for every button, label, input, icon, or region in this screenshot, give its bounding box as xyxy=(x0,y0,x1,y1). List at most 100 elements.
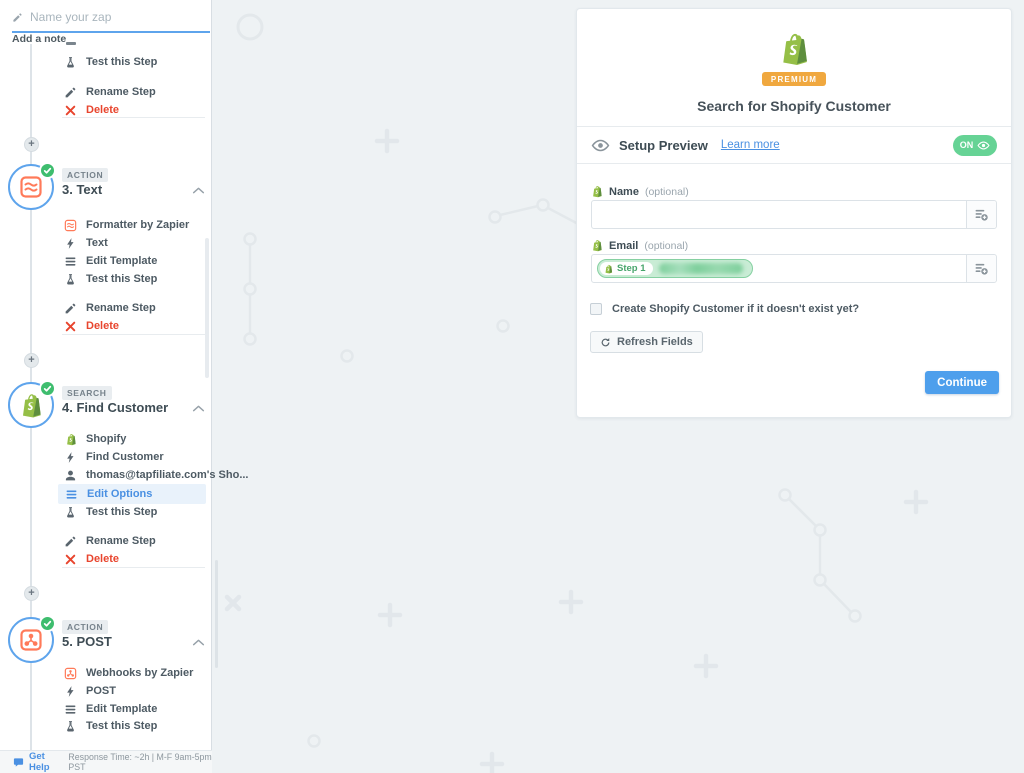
delete-x-icon xyxy=(64,320,77,333)
get-help-link[interactable]: Get Help xyxy=(29,751,50,773)
person-icon xyxy=(64,469,77,482)
lines-icon xyxy=(64,255,77,268)
setup-preview-bar: Setup Preview Learn more ON xyxy=(577,126,1011,164)
step-success-badge xyxy=(39,615,56,632)
pencil-icon xyxy=(64,86,77,99)
step-1-email-token[interactable]: Step 1 xyxy=(597,259,753,278)
shopify-bag-icon xyxy=(591,239,603,252)
menu-item-action[interactable]: Find Customer xyxy=(64,448,164,466)
bolt-icon xyxy=(64,237,77,250)
help-bar: Get Help Response Time: ~2h | M-F 9am-5p… xyxy=(0,750,212,773)
name-field-label: Name (optional) xyxy=(591,185,689,198)
menu-item-action[interactable]: POST xyxy=(64,682,116,700)
flask-icon xyxy=(64,273,77,286)
chevron-up-icon[interactable] xyxy=(192,638,205,647)
step-3-title: 3. Text xyxy=(62,182,103,197)
step-type-badge: SEARCH xyxy=(62,386,112,400)
panel-header: PREMIUM Search for Shopify Customer xyxy=(577,9,1011,114)
step-type-badge: ACTION xyxy=(62,168,109,182)
insert-field-button[interactable] xyxy=(966,255,996,282)
menu-item-test-step[interactable]: Test this Step xyxy=(64,717,157,735)
step-3-node[interactable] xyxy=(8,162,56,210)
delete-x-icon xyxy=(64,553,77,566)
menu-item-edit-template[interactable]: Edit Template xyxy=(64,700,157,718)
webhooks-icon xyxy=(64,667,77,680)
formatter-icon xyxy=(19,175,43,199)
add-step-button[interactable]: + xyxy=(24,586,39,601)
zap-name-input[interactable] xyxy=(30,10,210,24)
menu-item-edit-template[interactable]: Edit Template xyxy=(64,252,157,270)
setup-preview-label: Setup Preview xyxy=(619,137,708,153)
step-success-badge xyxy=(39,162,56,179)
step-type-badge: ACTION xyxy=(62,620,109,634)
create-customer-checkbox-row[interactable]: Create Shopify Customer if it doesn't ex… xyxy=(590,303,859,315)
continue-button[interactable]: Continue xyxy=(925,371,999,394)
pencil-icon xyxy=(64,302,77,315)
delete-x-icon xyxy=(64,104,77,117)
name-input[interactable] xyxy=(592,201,966,228)
step-5-title: 5. POST xyxy=(62,634,112,649)
menu-item-app[interactable]: Webhooks by Zapier xyxy=(64,664,193,682)
add-note-button[interactable]: Add a note xyxy=(12,33,67,45)
chevron-up-icon[interactable] xyxy=(192,186,205,195)
menu-item-rename-step[interactable]: Rename Step xyxy=(64,532,156,550)
refresh-icon xyxy=(600,337,611,348)
bolt-icon xyxy=(64,451,77,464)
canvas-scrollbar[interactable] xyxy=(215,560,218,668)
shopify-bag-icon xyxy=(591,185,603,198)
menu-item-app[interactable]: Shopify xyxy=(64,430,126,448)
zap-name-row xyxy=(12,10,210,33)
webhooks-icon xyxy=(19,628,43,652)
truncated-menu-icon xyxy=(66,42,76,45)
menu-item-test-step[interactable]: Test this Step xyxy=(64,270,157,288)
shopify-bag-icon xyxy=(64,433,77,446)
lines-icon xyxy=(65,488,78,501)
divider xyxy=(62,567,205,568)
flask-icon xyxy=(64,720,77,733)
sidebar-scrollbar[interactable] xyxy=(205,238,209,378)
menu-item-delete[interactable]: Delete xyxy=(64,317,119,335)
add-step-button[interactable]: + xyxy=(24,353,39,368)
add-step-button[interactable]: + xyxy=(24,137,39,152)
formatter-icon xyxy=(64,219,77,232)
shopify-bag-icon xyxy=(604,264,613,274)
menu-item-rename-step[interactable]: Rename Step xyxy=(64,83,156,101)
flask-icon xyxy=(64,506,77,519)
eye-icon xyxy=(591,139,610,152)
menu-item-delete[interactable]: Delete xyxy=(64,101,119,119)
menu-item-action[interactable]: Text xyxy=(64,234,108,252)
flask-icon xyxy=(64,56,77,69)
menu-item-rename-step[interactable]: Rename Step xyxy=(64,299,156,317)
menu-item-account[interactable]: thomas@tapfiliate.com's Sho... xyxy=(64,466,248,484)
email-field[interactable]: Step 1 xyxy=(591,254,997,283)
lines-icon xyxy=(64,703,77,716)
menu-item-test-step[interactable]: Test this Step xyxy=(64,503,157,521)
preview-toggle-on[interactable]: ON xyxy=(953,134,997,156)
insert-field-button[interactable] xyxy=(966,201,996,228)
steps-sidebar: Add a note Test this Step Rename Step De… xyxy=(0,0,248,773)
step-4-node[interactable] xyxy=(8,380,56,428)
eye-icon xyxy=(977,141,990,150)
insert-field-icon xyxy=(974,261,989,276)
pencil-icon xyxy=(12,12,23,23)
name-field xyxy=(591,200,997,229)
shopify-logo xyxy=(778,31,810,67)
checkbox-unchecked[interactable] xyxy=(590,303,602,315)
menu-item-app[interactable]: Formatter by Zapier xyxy=(64,216,189,234)
menu-item-edit-options-selected[interactable]: Edit Options xyxy=(58,484,206,504)
premium-badge: PREMIUM xyxy=(761,72,827,86)
response-time-text: Response Time: ~2h | M-F 9am-5pm PST xyxy=(68,752,212,772)
menu-item-delete[interactable]: Delete xyxy=(64,550,119,568)
insert-field-icon xyxy=(974,207,989,222)
step-5-node[interactable] xyxy=(8,615,56,663)
step-4-title: 4. Find Customer xyxy=(62,400,169,415)
learn-more-link[interactable]: Learn more xyxy=(720,139,780,151)
divider xyxy=(62,334,205,335)
chevron-up-icon[interactable] xyxy=(192,404,205,413)
step-success-badge xyxy=(39,380,56,397)
token-chip: Step 1 xyxy=(600,262,653,275)
menu-item-test-step[interactable]: Test this Step xyxy=(64,53,157,71)
refresh-fields-button[interactable]: Refresh Fields xyxy=(590,331,703,353)
divider xyxy=(62,117,205,118)
